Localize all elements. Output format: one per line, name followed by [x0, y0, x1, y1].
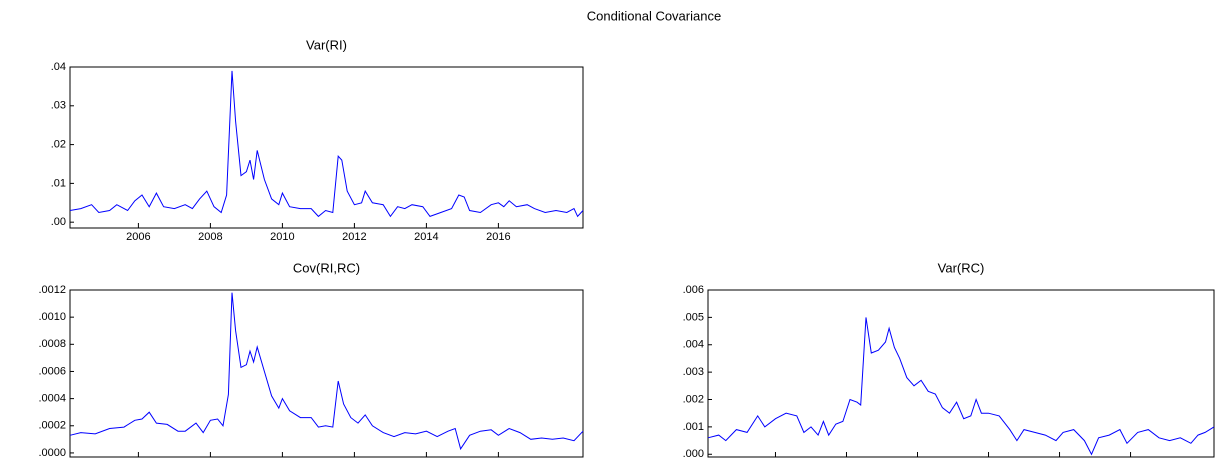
- y-tick-label: .001: [683, 421, 704, 433]
- y-tick-label: .0000: [38, 447, 66, 459]
- x-tick-label: 2014: [414, 231, 438, 243]
- y-tick-label: .0002: [38, 420, 66, 432]
- plot-frame: [69, 66, 584, 229]
- subplot-title: Var(RI): [306, 37, 347, 52]
- y-tick-label: .0004: [38, 393, 66, 405]
- y-tick-label: .0012: [38, 284, 66, 296]
- y-tick-label: .003: [683, 366, 704, 378]
- x-tick-label: 2016: [486, 231, 510, 243]
- x-tick-label: 2012: [342, 231, 366, 243]
- y-tick-label: .03: [51, 100, 66, 112]
- subplot-title: Cov(RI,RC): [293, 260, 360, 275]
- y-tick-label: .00: [51, 216, 66, 228]
- plot-frame: [69, 289, 584, 458]
- x-tick-label: 2010: [270, 231, 294, 243]
- y-tick-label: .04: [51, 61, 66, 73]
- x-tick-label: 2008: [198, 231, 222, 243]
- y-tick-label: .004: [683, 339, 704, 351]
- series-line: [69, 292, 584, 451]
- series-line: [69, 70, 584, 218]
- page-title: Conditional Covariance: [587, 8, 721, 23]
- y-tick-label: .005: [683, 311, 704, 323]
- y-tick-label: .000: [683, 448, 704, 459]
- y-tick-label: .002: [683, 393, 704, 405]
- y-tick-label: .0010: [38, 311, 66, 323]
- y-tick-label: .0008: [38, 338, 66, 350]
- subplot-title: Var(RC): [938, 260, 985, 275]
- plot-frame: [707, 289, 1215, 458]
- series-line: [707, 317, 1215, 456]
- x-tick-label: 2006: [126, 231, 150, 243]
- y-tick-label: .01: [51, 177, 66, 189]
- y-tick-label: .006: [683, 284, 704, 296]
- y-tick-label: .02: [51, 138, 66, 150]
- y-tick-label: .0006: [38, 365, 66, 377]
